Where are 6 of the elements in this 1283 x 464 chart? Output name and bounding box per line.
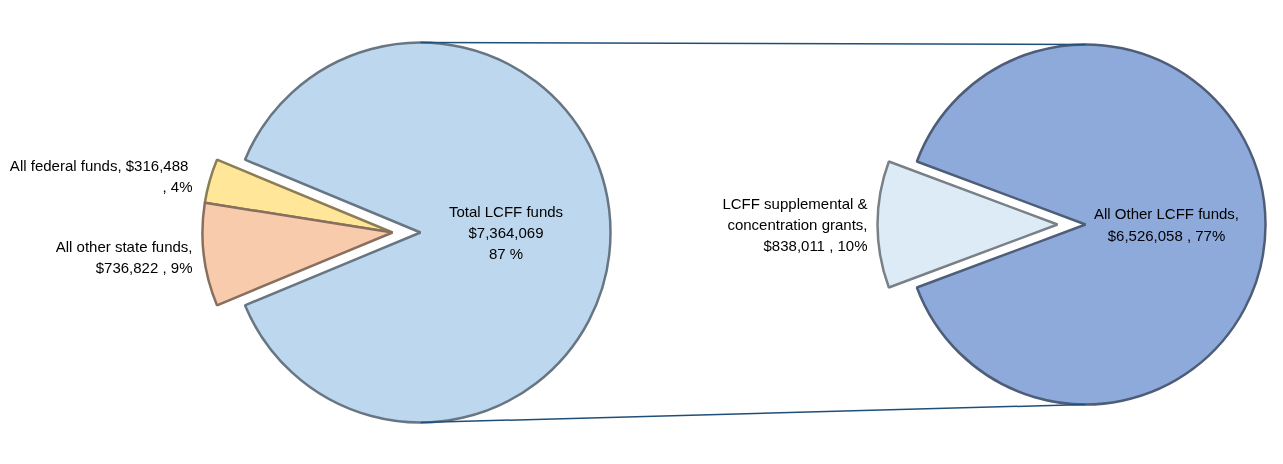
data-label: $7,364,069 87 % — [468, 224, 544, 263]
slice-label: All other state funds, $736,822 , 9% — [55, 238, 193, 277]
slice-label: All federal funds, $316,488 , 4% — [9, 156, 193, 195]
slice-label: All Other LCFF funds, $6,526,058 , 77% — [1093, 205, 1240, 244]
slice-label: LCFF supplemental & concentration grants, $838,011 , 10% — [722, 194, 868, 255]
slice-label: Total LCFF funds — [448, 202, 564, 220]
